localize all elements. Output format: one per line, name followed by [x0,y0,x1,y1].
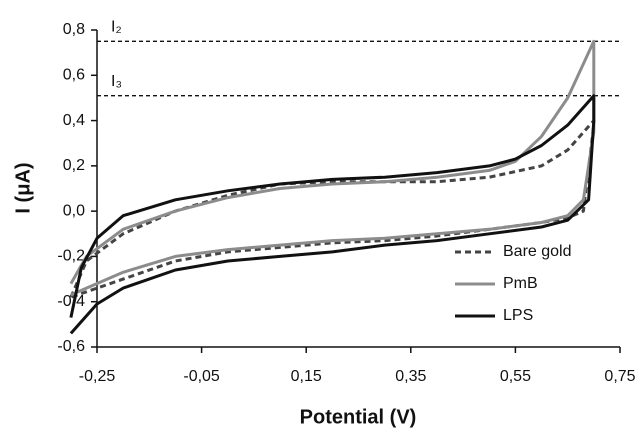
y-tick-label: -0,2 [57,248,85,265]
legend-label: PmB [503,275,538,292]
x-tick-label: -0,05 [183,368,220,385]
y-tick-label: 0,2 [63,157,85,174]
x-tick-label: 0,15 [291,368,322,385]
x-tick-label: -0,25 [79,368,116,385]
legend-label: LPS [503,307,533,324]
y-tick-label: 0,0 [63,202,85,219]
y-tick-label: 0,6 [63,67,85,84]
y-axis-title: I (μA) [12,162,34,213]
y-tick-label: -0,4 [57,293,85,310]
x-axis-title: Potential (V) [300,406,417,428]
y-tick-label: 0,4 [63,112,85,129]
x-tick-label: 0,35 [395,368,426,385]
series-line [69,39,596,297]
y-tick-label: -0,6 [57,338,85,355]
x-tick-label: 0,55 [500,368,531,385]
x-tick-label: 0,75 [604,368,635,385]
series-line [69,94,596,335]
legend-label: Bare gold [503,243,572,260]
reference-label: I₃ [111,73,122,90]
y-tick-label: 0,8 [63,21,85,38]
reference-label: I₂ [111,19,122,36]
